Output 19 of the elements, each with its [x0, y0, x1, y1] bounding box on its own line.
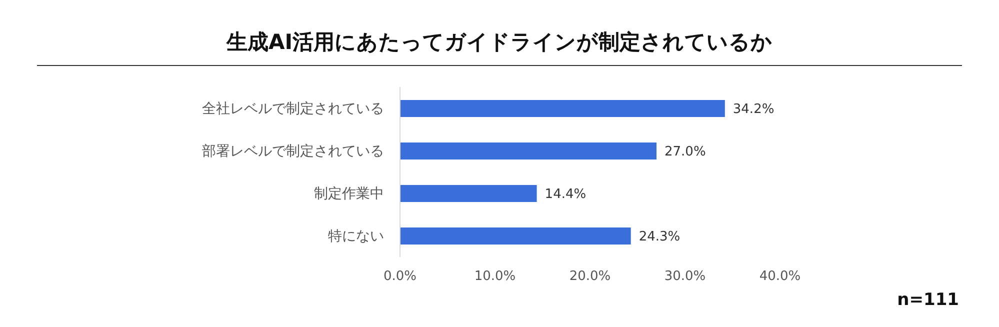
chart-title: 生成AI活用にあたってガイドラインが制定されているか [225, 29, 774, 56]
y-tick-label: 全社レベルで制定されている [202, 101, 384, 118]
data-label: 24.3% [638, 230, 680, 245]
x-tick-label: 30.0% [664, 269, 706, 284]
x-tick-label: 10.0% [474, 269, 516, 284]
bar [400, 142, 656, 160]
text: n=111 [897, 290, 959, 310]
bar [400, 185, 537, 202]
data-label: 14.4% [544, 187, 586, 202]
x-tick-label: 20.0% [569, 269, 611, 284]
x-tick-label: 40.0% [759, 269, 801, 284]
bar [400, 228, 631, 244]
x-tick-label: 0.0% [383, 269, 417, 284]
y-tick-label: 制定作業中 [314, 186, 384, 202]
data-label: 34.2% [732, 102, 774, 118]
data-label: 27.0% [664, 144, 706, 160]
bar [400, 100, 725, 117]
y-tick-label: 特にない [328, 228, 384, 245]
y-tick-label: 部署レベルで制定されている [202, 144, 384, 160]
